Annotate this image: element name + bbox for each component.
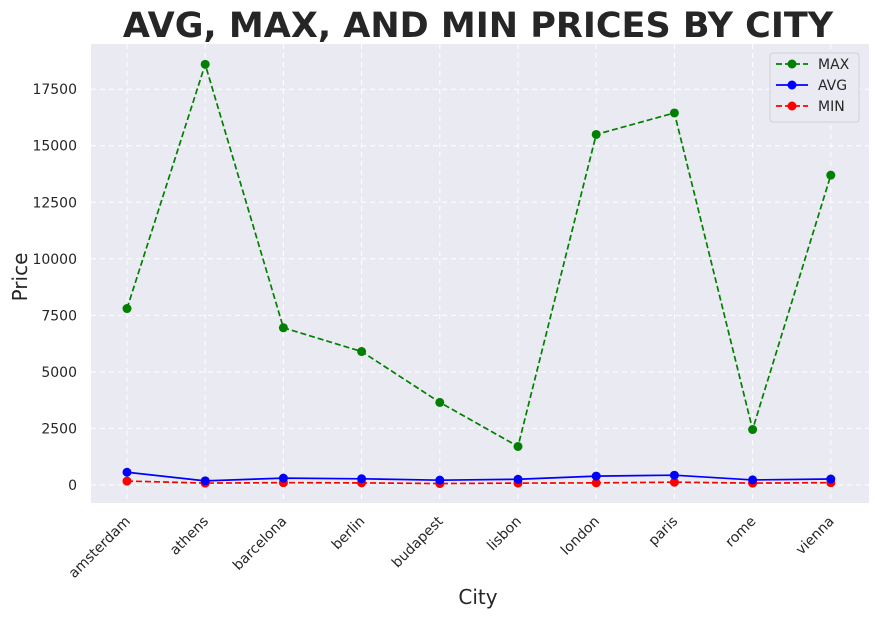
y-tick-labels: 0 2500 5000 7500 10000 12500 15000 17500 [32,82,77,494]
data-point-avg [826,474,836,484]
legend-label: AVG [818,78,847,94]
plot-area [91,44,869,503]
data-point-min [669,477,679,487]
legend-item-avg: AVG [776,78,847,94]
legend-swatch-marker [787,80,797,90]
grid [91,44,869,503]
x-tick-label: vienna [793,514,838,559]
series-line-min [126,480,831,485]
y-tick-label: 12500 [32,195,77,211]
x-tick-label: barcelona [230,514,290,574]
data-point-max [591,129,601,139]
data-point-avg [200,476,210,486]
series-line-max [126,61,832,448]
y-tick-label: 10000 [32,252,77,268]
legend-swatch-marker [787,59,797,69]
x-axis-label: City [458,585,497,609]
series-line-avg [126,471,831,482]
data-point-min [122,476,132,486]
data-point-avg [435,475,445,485]
legend-item-min: MIN [776,99,845,115]
series-max [122,59,836,451]
data-point-avg [669,470,679,480]
data-point-max [278,323,288,333]
data-point-avg [513,474,523,484]
data-point-max [435,397,445,407]
data-point-max [826,170,836,180]
x-tick-labels: amsterdam athens barcelona berlin budapest li… [66,513,838,581]
x-tick-label: paris [646,514,682,550]
x-tick-label: amsterdam [66,514,134,582]
data-point-max [748,425,758,435]
y-tick-label: 5000 [41,365,77,381]
x-tick-label: budapest [389,513,447,571]
data-point-max [122,304,132,314]
series-group [122,59,836,489]
data-point-max [357,347,367,357]
data-point-max [513,441,523,451]
y-tick-label: 0 [68,478,77,494]
data-point-avg [278,473,288,483]
x-tick-label: london [558,514,603,559]
data-point-max [200,59,210,69]
y-axis-label: Price [8,253,32,302]
data-point-avg [122,467,132,477]
data-point-avg [357,474,367,484]
legend-label: MAX [818,57,850,73]
chart-title: AVG, MAX, AND MIN PRICES BY CITY [123,6,834,46]
y-tick-label: 2500 [41,421,77,437]
x-tick-label: lisbon [484,514,525,555]
data-point-avg [748,475,758,485]
y-tick-label: 7500 [41,308,77,324]
x-tick-label: berlin [329,514,369,554]
data-point-avg [591,471,601,481]
legend: MAX AVG MIN [769,52,860,123]
x-tick-label: rome [722,514,759,551]
legend-swatch-marker [787,101,797,111]
x-tick-label: athens [167,514,212,559]
legend-item-max: MAX [776,57,850,73]
y-tick-label: 17500 [32,82,77,98]
data-point-max [669,108,679,118]
series-avg [122,467,836,486]
legend-label: MIN [818,99,845,115]
y-tick-label: 15000 [32,139,77,155]
data-point-min [591,478,601,488]
